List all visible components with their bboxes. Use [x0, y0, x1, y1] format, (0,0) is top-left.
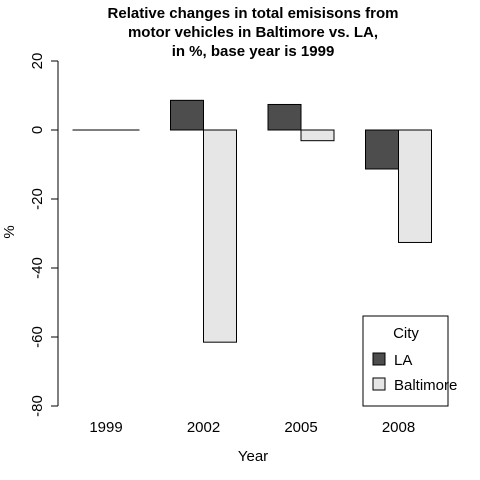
x-axis: 1999 2002 2005 2008: [89, 419, 415, 436]
x-axis-label: Year: [238, 448, 268, 465]
x-tick-label-2008: 2008: [382, 419, 415, 436]
legend: City LA Baltimore: [362, 315, 457, 407]
bar-la-2002: [170, 99, 204, 131]
chart-title-line-3: in %, base year is 1999: [172, 43, 335, 60]
y-axis: -80 -60 -40 -20 0 20: [29, 53, 59, 417]
y-tick-label: 20: [29, 53, 46, 70]
bars-layer: [72, 99, 432, 343]
bar-baltimore-2005: [300, 129, 335, 142]
x-tick-label-2002: 2002: [187, 419, 220, 436]
legend-label-la: LA: [394, 352, 412, 369]
y-tick-label: -80: [29, 395, 46, 417]
y-axis-label: %: [1, 225, 18, 238]
y-tick-label: -20: [29, 188, 46, 210]
legend-box: [362, 315, 449, 407]
x-tick-label-1999: 1999: [89, 419, 122, 436]
y-tick-label: 0: [29, 126, 46, 134]
legend-swatch-la: [372, 352, 386, 366]
bar-baltimore-2008: [398, 129, 432, 243]
chart-title-line-1: Relative changes in total emisisons from: [108, 5, 399, 22]
bar-baltimore-2002: [203, 129, 237, 343]
chart-title-line-2: motor vehicles in Baltimore vs. LA,: [128, 24, 378, 41]
y-tick-label: -40: [29, 257, 46, 279]
legend-swatch-baltimore: [372, 377, 386, 391]
legend-label-baltimore: Baltimore: [394, 377, 457, 394]
chart-title: Relative changes in total emisisons from…: [108, 5, 399, 60]
x-tick-label-2005: 2005: [284, 419, 317, 436]
bar-la-2005: [267, 103, 302, 131]
legend-title: City: [393, 325, 419, 342]
y-tick-label: -60: [29, 326, 46, 348]
bar-la-2008: [365, 129, 399, 170]
